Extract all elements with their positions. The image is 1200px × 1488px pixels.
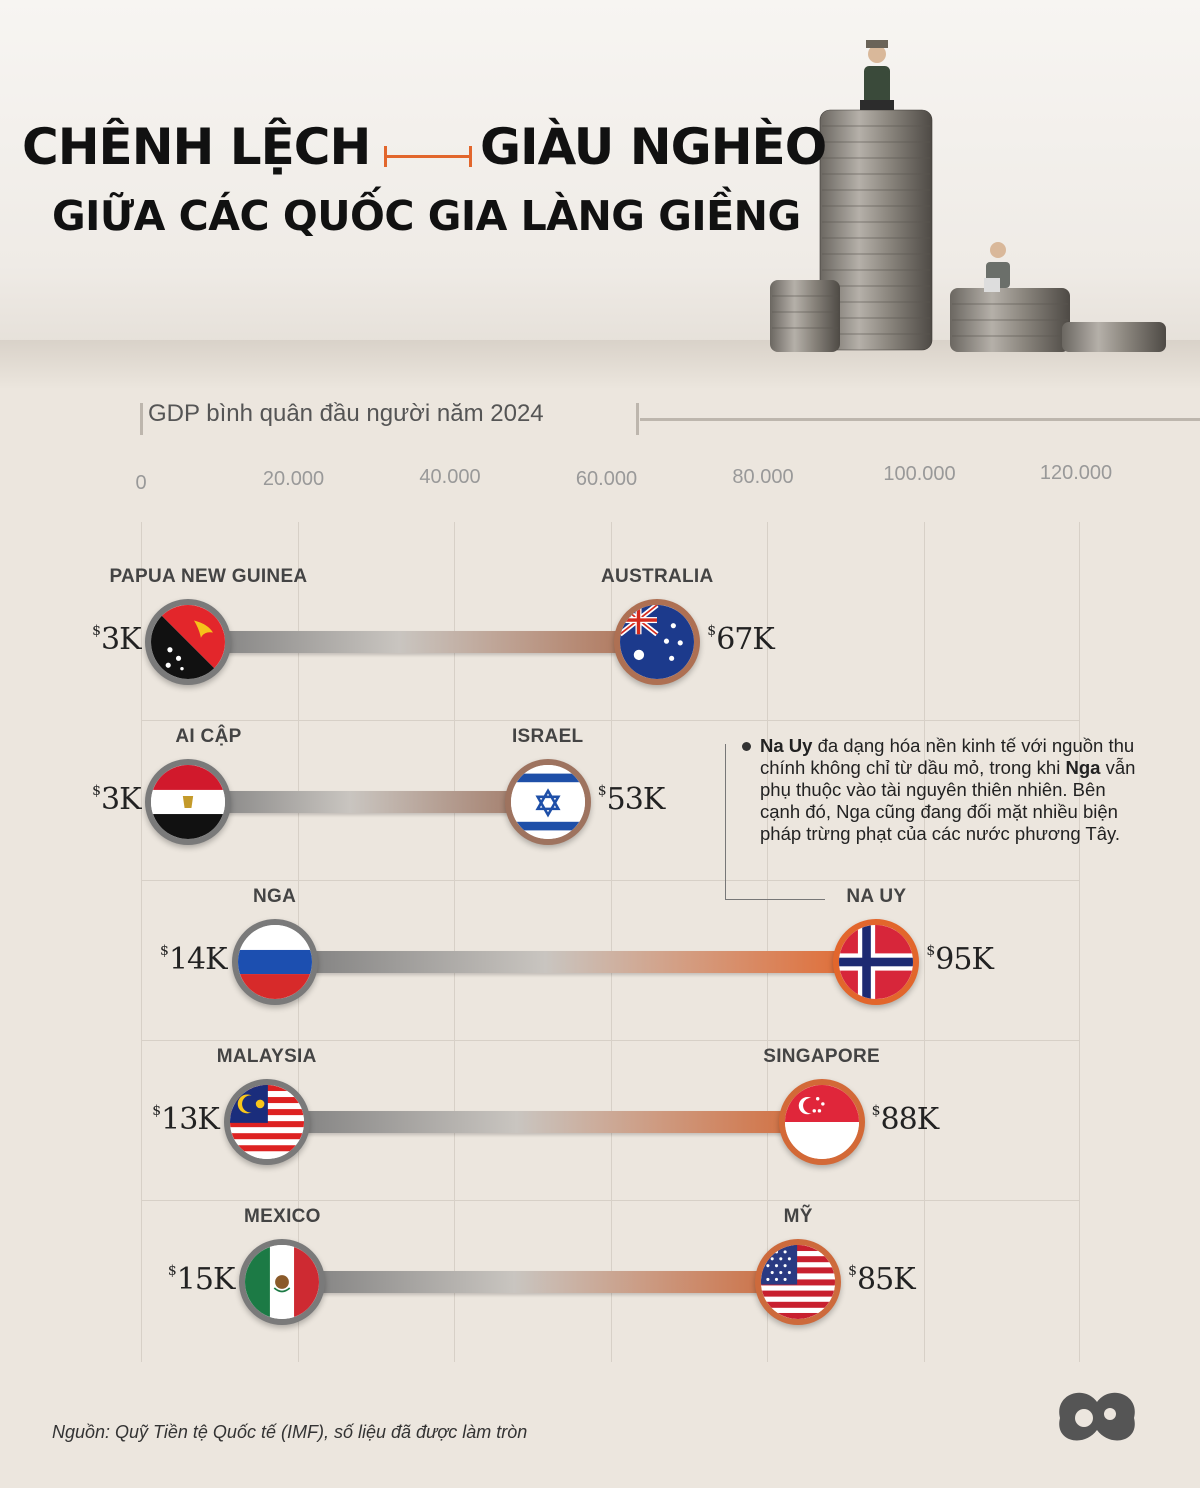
country-label: MỸ	[783, 1206, 813, 1227]
gridline	[454, 522, 455, 1362]
axis-bracket-right	[636, 403, 639, 435]
annotation-note: Na Uy đa dạng hóa nền kinh tế với nguồn …	[760, 735, 1140, 845]
range-bar	[188, 791, 548, 813]
value-label: $15K	[167, 1262, 236, 1297]
country-label: AI CẬP	[175, 726, 242, 747]
x-tick-label: 60.000	[575, 468, 638, 490]
poor-figure	[984, 242, 1010, 292]
note-text-2: vẫn phụ thuộc vào tài nguyên thiên nhiên…	[760, 757, 1136, 844]
value-label: $3K	[92, 782, 141, 817]
egypt-flag-icon	[145, 759, 232, 845]
country-label: NGA	[252, 886, 297, 907]
usa-flag-icon	[755, 1239, 842, 1325]
mexico-flag-icon	[239, 1239, 326, 1325]
range-bar	[282, 1271, 799, 1293]
value-label: $3K	[92, 622, 141, 657]
range-bar	[274, 951, 877, 973]
note-bullet-icon	[742, 742, 751, 751]
value-label: $85K	[848, 1262, 916, 1297]
country-label: MEXICO	[243, 1206, 321, 1227]
papua-new-guinea-flag-icon	[145, 599, 232, 685]
coin-stacks-illustration	[770, 40, 1166, 352]
x-tick-label: 40.000	[419, 466, 481, 488]
israel-flag-icon	[504, 759, 591, 845]
value-label: $53K	[597, 782, 666, 817]
country-label: ISRAEL	[511, 726, 584, 747]
country-label: MALAYSIA	[216, 1046, 317, 1067]
range-bar	[188, 631, 658, 653]
title-right: GIÀU NGHÈO	[480, 118, 827, 176]
x-tick-label: 20.000	[262, 468, 325, 490]
x-tick-label: 120.000	[1039, 462, 1113, 484]
country-label: SINGAPORE	[763, 1046, 880, 1067]
grid-frame	[141, 522, 1080, 1362]
malaysia-flag-icon	[223, 1079, 310, 1165]
australia-flag-icon	[614, 599, 701, 685]
row-separator	[141, 1200, 1080, 1201]
note-leader-vertical	[725, 744, 726, 900]
country-label: AUSTRALIA	[601, 566, 714, 587]
norway-flag-icon	[833, 919, 920, 1005]
note-bold-norway: Na Uy	[760, 735, 813, 756]
note-text-1: đa dạng hóa nền kinh tế với nguồn thu ch…	[760, 735, 1135, 778]
title-connector-icon	[384, 146, 472, 167]
value-label: $14K	[160, 942, 228, 977]
russia-flag-icon	[231, 919, 318, 1005]
rich-figure	[860, 40, 894, 110]
gridline	[767, 522, 768, 1362]
value-label: $88K	[871, 1102, 940, 1137]
x-tick-label: 80.000	[732, 466, 794, 488]
title-left: CHÊNH LỆCH	[22, 118, 371, 176]
x-tick-label: 0	[135, 472, 147, 494]
brand-logo-icon	[1059, 1392, 1135, 1441]
range-bar	[266, 1111, 822, 1133]
subtitle: GIỮA CÁC QUỐC GIA LÀNG GIỀNG	[52, 192, 801, 240]
row-separator	[141, 880, 1080, 881]
singapore-flag-icon	[778, 1079, 865, 1165]
axis-bracket-left	[140, 403, 143, 435]
country-label: NA UY	[846, 886, 907, 907]
chart-title: GDP bình quân đầu người năm 2024	[148, 400, 544, 427]
gridline	[611, 522, 612, 1362]
note-leader-horizontal	[725, 899, 825, 900]
country-label: PAPUA NEW GUINEA	[109, 566, 308, 587]
gridline	[924, 522, 925, 1362]
value-label: $13K	[152, 1102, 220, 1137]
row-separator	[141, 1040, 1080, 1041]
source-note: Nguồn: Quỹ Tiền tệ Quốc tế (IMF), số liệ…	[52, 1422, 528, 1442]
x-tick-label: 100.000	[883, 463, 956, 485]
value-label: $67K	[707, 622, 775, 657]
note-bold-russia: Nga	[1065, 757, 1101, 778]
value-label: $95K	[926, 942, 994, 977]
axis-title-rule	[640, 418, 1200, 421]
row-separator	[141, 720, 1080, 721]
